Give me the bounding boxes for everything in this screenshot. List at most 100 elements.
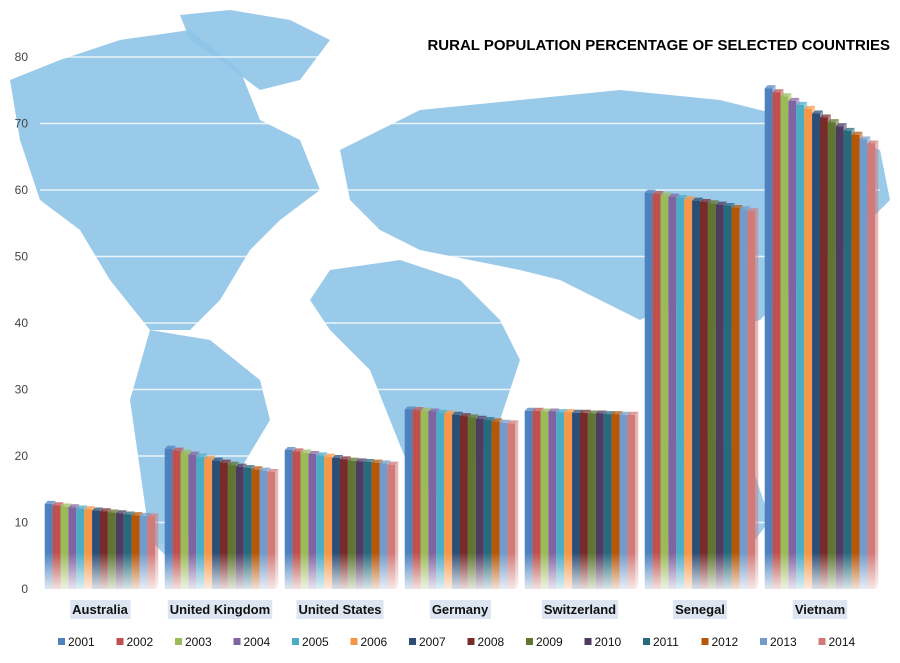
bar-top bbox=[475, 415, 487, 419]
bar-top bbox=[572, 409, 583, 413]
bar-top bbox=[532, 407, 544, 411]
bar bbox=[300, 452, 309, 589]
bar bbox=[652, 193, 661, 590]
bar bbox=[548, 411, 557, 589]
category-label: United States bbox=[298, 602, 381, 617]
bar bbox=[804, 108, 813, 590]
category-label-bg bbox=[792, 600, 848, 619]
bar-top bbox=[483, 417, 495, 421]
bar-top bbox=[715, 201, 727, 205]
category-label-bg bbox=[296, 600, 384, 619]
bar-side bbox=[755, 208, 759, 589]
bar bbox=[788, 100, 797, 589]
legend-item-2002: 2002 bbox=[116, 635, 154, 649]
bar bbox=[204, 458, 213, 589]
bar bbox=[524, 410, 533, 589]
category-label: Vietnam bbox=[795, 602, 845, 617]
bar bbox=[827, 122, 836, 590]
bar bbox=[627, 414, 636, 589]
bar bbox=[739, 209, 748, 589]
y-tick-label: 20 bbox=[15, 449, 29, 463]
bar bbox=[644, 192, 653, 589]
legend-label: 2001 bbox=[68, 635, 95, 649]
bar bbox=[491, 421, 500, 589]
category-label-bg bbox=[429, 600, 491, 619]
legend-label: 2009 bbox=[536, 635, 563, 649]
bar bbox=[379, 463, 388, 589]
bar bbox=[139, 515, 148, 589]
bar-top bbox=[859, 136, 871, 140]
y-tick-label: 80 bbox=[15, 50, 29, 64]
y-tick-label: 30 bbox=[15, 383, 29, 397]
bar-side bbox=[635, 411, 639, 589]
bar bbox=[851, 134, 860, 589]
legend-item-2010: 2010 bbox=[584, 635, 622, 649]
bar bbox=[188, 454, 197, 589]
category-label-bg bbox=[673, 600, 727, 619]
legend-swatch bbox=[818, 638, 826, 645]
legend-swatch bbox=[701, 638, 709, 645]
legend-swatch bbox=[175, 638, 182, 645]
bar-top bbox=[867, 140, 879, 144]
bar-top bbox=[843, 127, 855, 131]
bar bbox=[243, 467, 252, 589]
legend-swatch bbox=[292, 638, 299, 645]
legend-item-2011: 2011 bbox=[643, 635, 679, 649]
bar-top bbox=[587, 410, 599, 414]
category-label: Senegal bbox=[675, 602, 725, 617]
legend-swatch bbox=[467, 638, 475, 645]
legend-item-2014: 2014 bbox=[818, 635, 856, 649]
bar bbox=[707, 203, 716, 590]
bar-top bbox=[835, 123, 847, 127]
bar bbox=[363, 461, 372, 589]
bar bbox=[867, 143, 876, 589]
bar bbox=[436, 412, 445, 589]
bar-top bbox=[499, 419, 511, 423]
bar-top bbox=[851, 131, 863, 135]
bar bbox=[796, 104, 805, 589]
bar bbox=[324, 456, 333, 589]
bar bbox=[467, 417, 476, 589]
bar-top bbox=[611, 411, 623, 415]
bar bbox=[859, 139, 868, 589]
bar bbox=[355, 461, 364, 589]
legend-label: 2004 bbox=[244, 635, 271, 649]
bar bbox=[131, 515, 140, 589]
bar-top bbox=[548, 408, 560, 412]
legend-label: 2005 bbox=[302, 635, 329, 649]
bar bbox=[284, 450, 293, 589]
legend-swatch bbox=[760, 638, 767, 645]
bar bbox=[843, 130, 852, 589]
bar bbox=[220, 462, 228, 589]
bar bbox=[676, 197, 685, 590]
bar bbox=[835, 126, 844, 589]
bar-united-kingdom-2014 bbox=[267, 468, 279, 589]
legend-label: 2010 bbox=[595, 635, 622, 649]
bar-top bbox=[652, 190, 664, 194]
bar-top bbox=[644, 189, 656, 193]
bar bbox=[212, 460, 220, 589]
bar-top bbox=[723, 202, 735, 206]
bar bbox=[532, 410, 541, 589]
bar-top bbox=[739, 206, 751, 210]
bar-top bbox=[796, 101, 808, 105]
legend-label: 2011 bbox=[653, 635, 679, 649]
bar-side bbox=[155, 513, 159, 589]
bar bbox=[420, 410, 429, 589]
legend-label: 2003 bbox=[185, 635, 212, 649]
bar-top bbox=[684, 196, 696, 200]
legend-label: 2002 bbox=[127, 635, 154, 649]
y-tick-label: 50 bbox=[15, 250, 29, 264]
bar bbox=[147, 516, 156, 589]
bar bbox=[292, 451, 301, 589]
bar-top bbox=[812, 110, 823, 114]
category-label: Germany bbox=[432, 602, 489, 617]
bar-top bbox=[788, 97, 800, 101]
category-label-bg bbox=[541, 600, 619, 619]
bar bbox=[812, 113, 820, 590]
legend-swatch bbox=[584, 638, 592, 645]
bar bbox=[196, 456, 205, 589]
bar-top bbox=[747, 208, 759, 212]
bar-top bbox=[603, 411, 615, 415]
